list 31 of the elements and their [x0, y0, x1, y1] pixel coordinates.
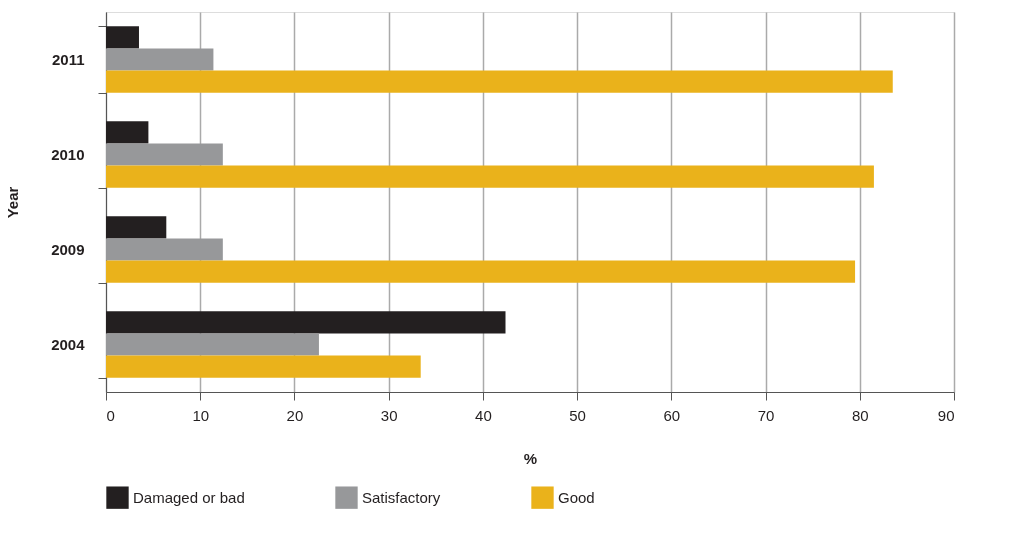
- bar: [106, 238, 223, 261]
- x-tick-label: 50: [569, 406, 586, 424]
- x-tick-label: 60: [663, 406, 681, 424]
- x-tick-label: 40: [475, 406, 492, 424]
- legend-label: Satisfactory: [362, 488, 441, 506]
- x-tick-label: 10: [192, 406, 210, 424]
- bar: [106, 333, 319, 356]
- bar: [106, 260, 856, 283]
- bar: [106, 26, 139, 49]
- bar: [106, 165, 874, 188]
- bar: [106, 70, 893, 93]
- y-tick-label: 2010: [51, 146, 85, 163]
- x-tick-label: 80: [851, 406, 869, 424]
- y-tick-label: 2011: [51, 51, 85, 68]
- x-tick-label: 70: [757, 406, 775, 424]
- x-tick-label: 90: [937, 406, 955, 424]
- legend-label: Good: [558, 488, 595, 506]
- x-axis-title: %: [523, 449, 538, 467]
- bar: [106, 311, 506, 334]
- y-tick-label: 2004: [51, 336, 86, 353]
- bar: [106, 121, 149, 144]
- bar: [106, 48, 214, 71]
- x-tick-label: 20: [286, 406, 304, 424]
- bar: [106, 216, 167, 239]
- y-axis-title: Year: [4, 186, 22, 219]
- bar: [106, 143, 223, 166]
- x-tick-label: 30: [380, 406, 398, 424]
- y-tick-label: 2009: [51, 241, 85, 258]
- bar: [106, 355, 421, 378]
- legend-label: Damaged or bad: [133, 488, 245, 506]
- x-tick-label: 0: [106, 406, 115, 424]
